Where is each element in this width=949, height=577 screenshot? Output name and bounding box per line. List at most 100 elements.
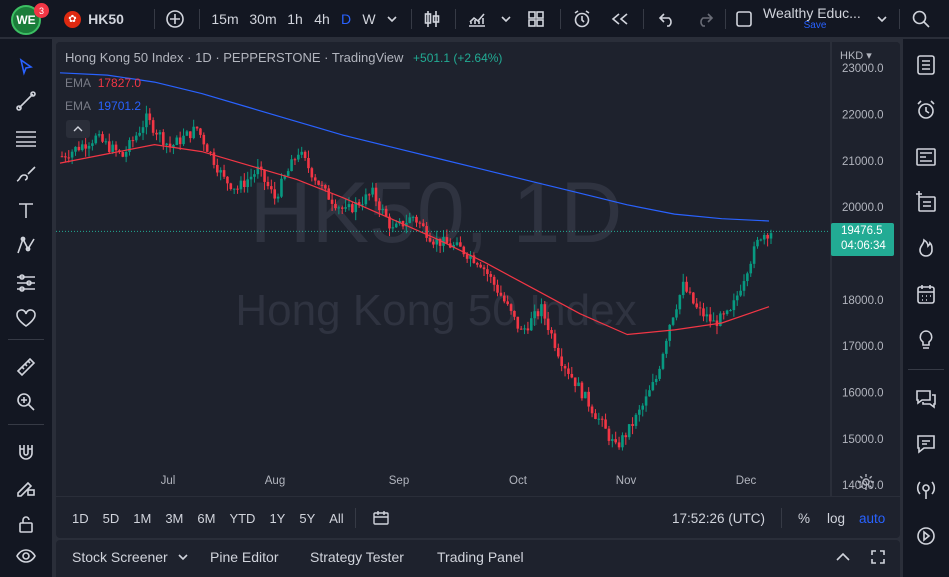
candle-body [381, 208, 385, 211]
range-1m[interactable]: 1M [133, 510, 152, 526]
candle-body [695, 303, 699, 308]
candle-body [587, 391, 590, 407]
pattern-tool[interactable] [8, 231, 44, 261]
help-button[interactable] [908, 519, 944, 553]
undo-button[interactable] [654, 0, 680, 38]
lock-drawing-tool[interactable] [8, 472, 44, 502]
zoom-tool[interactable] [8, 387, 44, 417]
icon-tool[interactable] [8, 303, 44, 333]
candle [313, 174, 317, 185]
layout-button[interactable] [523, 0, 549, 38]
fib-tool[interactable] [8, 123, 44, 153]
chart-title[interactable]: Hong Kong 50 Index · 1D · PEPPERSTONE · … [65, 50, 404, 65]
search-button[interactable] [907, 0, 935, 38]
interval-1h[interactable]: 1h [287, 11, 303, 27]
candle [330, 193, 334, 212]
tab-pine-editor[interactable]: Pine Editor [210, 549, 279, 565]
range-5y[interactable]: 5Y [299, 510, 316, 526]
range-6m[interactable]: 6M [197, 510, 216, 526]
interval-15m[interactable]: 15m [211, 11, 239, 27]
calendar-button[interactable] [908, 277, 944, 311]
compare-symbol-button[interactable] [162, 0, 188, 38]
range-ytd[interactable]: YTD [229, 510, 256, 526]
redo-button[interactable] [692, 0, 718, 38]
range-5d[interactable]: 5D [102, 510, 120, 526]
time-tick: Jul [161, 475, 176, 487]
magnet-tool[interactable] [8, 437, 44, 467]
candle [769, 229, 773, 245]
prediction-tool[interactable] [8, 268, 44, 298]
currency-label[interactable]: HKD ▾ [840, 50, 872, 62]
candle [482, 264, 486, 277]
chart-type-button[interactable] [419, 0, 445, 38]
range-1d[interactable]: 1D [72, 510, 89, 526]
alert-button[interactable] [569, 0, 595, 38]
measure-tool[interactable] [8, 352, 44, 382]
interval-dropdown[interactable] [382, 0, 402, 38]
auto-scale-button[interactable]: auto [859, 510, 886, 526]
candle-body [104, 141, 108, 143]
date-range-button[interactable] [370, 507, 392, 529]
layout-dropdown[interactable] [872, 0, 892, 38]
layout-name[interactable]: Wealthy Educ... Save [763, 0, 867, 38]
candle [742, 274, 746, 297]
messages-button[interactable] [908, 427, 944, 461]
log-scale-button[interactable]: log [827, 510, 846, 526]
price-tick: 17000.0 [842, 341, 884, 353]
save-label[interactable]: Save [803, 20, 827, 32]
collapse-legend-button[interactable] [66, 120, 90, 138]
chart-settings-button[interactable] [854, 470, 878, 494]
range-1y[interactable]: 1Y [269, 510, 286, 526]
fullscreen-toggle[interactable] [731, 0, 757, 38]
ideas-button[interactable] [908, 323, 944, 357]
candle [158, 129, 162, 143]
candle [361, 196, 364, 211]
chart-area[interactable]: HK50, 1D Hong Kong 50 Index 23000.0 22000.0… [56, 42, 900, 538]
candle-body [202, 134, 206, 145]
interval-4h[interactable]: 4h [314, 11, 330, 27]
utc-clock[interactable]: 17:52:26 (UTC) [672, 510, 766, 526]
ema-legend-2[interactable]: EMA 19701.2 [65, 99, 141, 113]
indicators-button[interactable] [464, 0, 490, 38]
interval-d[interactable]: D [340, 11, 352, 27]
hide-tool[interactable] [8, 541, 44, 571]
indicators-dropdown[interactable] [496, 0, 516, 38]
ema-legend-1[interactable]: EMA 17827.0 [65, 76, 141, 90]
price-change: +501.1 (+2.64%) [413, 51, 503, 65]
text-tool[interactable] [8, 195, 44, 225]
brush-tool[interactable] [8, 159, 44, 189]
alerts-button[interactable] [908, 93, 944, 127]
news-button[interactable] [908, 140, 944, 174]
object-tree-button[interactable] [908, 185, 944, 219]
range-3m[interactable]: 3M [165, 510, 184, 526]
percent-scale-button[interactable]: % [798, 510, 811, 526]
candle [297, 148, 300, 163]
watchlist-button[interactable] [908, 48, 944, 82]
indicators-icon [469, 13, 485, 27]
streams-button[interactable] [908, 473, 944, 507]
ema-blue-line[interactable] [59, 72, 770, 222]
tab-trading-panel[interactable]: Trading Panel [437, 549, 524, 565]
interval-w[interactable]: W [362, 11, 376, 27]
range-all[interactable]: All [329, 510, 344, 526]
candlestick-chart[interactable]: HK50, 1D Hong Kong 50 Index 23000.0 22000.0… [56, 42, 900, 538]
chats-button[interactable] [908, 381, 944, 415]
cursor-tool[interactable] [8, 52, 44, 82]
interval-30m[interactable]: 30m [249, 11, 277, 27]
candle [560, 348, 563, 372]
trend-line-tool[interactable] [8, 86, 44, 116]
candle-body [627, 424, 631, 438]
candle [141, 120, 145, 141]
ema-red-line[interactable] [59, 144, 770, 336]
candle-body [111, 144, 114, 152]
tab-strategy-tester[interactable]: Strategy Tester [310, 549, 404, 565]
candle [131, 136, 135, 148]
expand-panel-button[interactable] [832, 540, 854, 574]
tab-stock-screener[interactable]: Stock Screener [72, 540, 190, 574]
replay-button[interactable] [607, 0, 633, 38]
hotlist-button[interactable] [908, 230, 944, 264]
symbol-search[interactable]: HK50 [88, 11, 124, 27]
maximize-panel-button[interactable] [867, 540, 889, 574]
layers-add-icon [916, 191, 936, 212]
lock-all-tool[interactable] [8, 509, 44, 539]
